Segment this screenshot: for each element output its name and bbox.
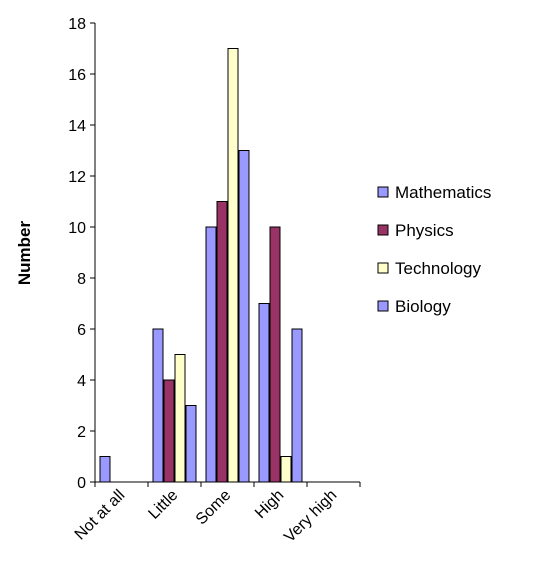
legend-swatch-mathematics: [377, 186, 389, 198]
bar-mathematics-some: [205, 226, 217, 483]
x-category-label: High: [252, 487, 287, 522]
legend-label-physics: Physics: [395, 221, 454, 240]
legend-label-technology: Technology: [395, 259, 482, 278]
y-tick-label: 18: [68, 16, 86, 33]
y-tick-label: 0: [77, 475, 86, 492]
y-tick-label: 6: [77, 322, 86, 339]
x-category-label: Very high: [281, 487, 340, 546]
bar-physics-little: [163, 379, 175, 483]
bar-mathematics-not-at-all: [99, 456, 111, 483]
y-tick-label: 14: [68, 118, 86, 135]
y-tick-label: 8: [77, 271, 86, 288]
x-category-label: Little: [145, 487, 181, 523]
legend-label-mathematics: Mathematics: [395, 183, 491, 202]
bar-technology-some: [227, 48, 239, 483]
x-category-label: Not at all: [72, 487, 129, 544]
bar-mathematics-little: [152, 328, 164, 483]
y-axis-label: Number: [15, 221, 34, 286]
legend-swatch-technology: [377, 262, 389, 274]
bar-physics-some: [216, 201, 228, 483]
legend-label-biology: Biology: [395, 297, 451, 316]
y-tick-labels: 0 2 4 6 8 10 12 14 16 18: [68, 16, 86, 492]
bar-biology-little: [185, 405, 197, 483]
bar-biology-high: [291, 328, 303, 483]
bar-mathematics-high: [258, 303, 270, 483]
y-tick-label: 12: [68, 169, 86, 186]
bar-biology-some: [238, 150, 250, 483]
y-tick-label: 16: [68, 67, 86, 84]
bar-technology-little: [174, 354, 186, 483]
legend-swatch-physics: [377, 224, 389, 236]
legend: Mathematics Physics Technology Biology: [377, 183, 491, 316]
x-category-label: Some: [193, 487, 235, 529]
y-tick-label: 10: [68, 220, 86, 237]
legend-swatch-biology: [377, 300, 389, 312]
bars: [99, 48, 303, 483]
y-tick-label: 4: [77, 373, 86, 390]
bar-technology-high: [280, 456, 292, 483]
y-tick-label: 2: [77, 424, 86, 441]
bar-physics-high: [269, 226, 281, 483]
axes: [90, 22, 361, 487]
